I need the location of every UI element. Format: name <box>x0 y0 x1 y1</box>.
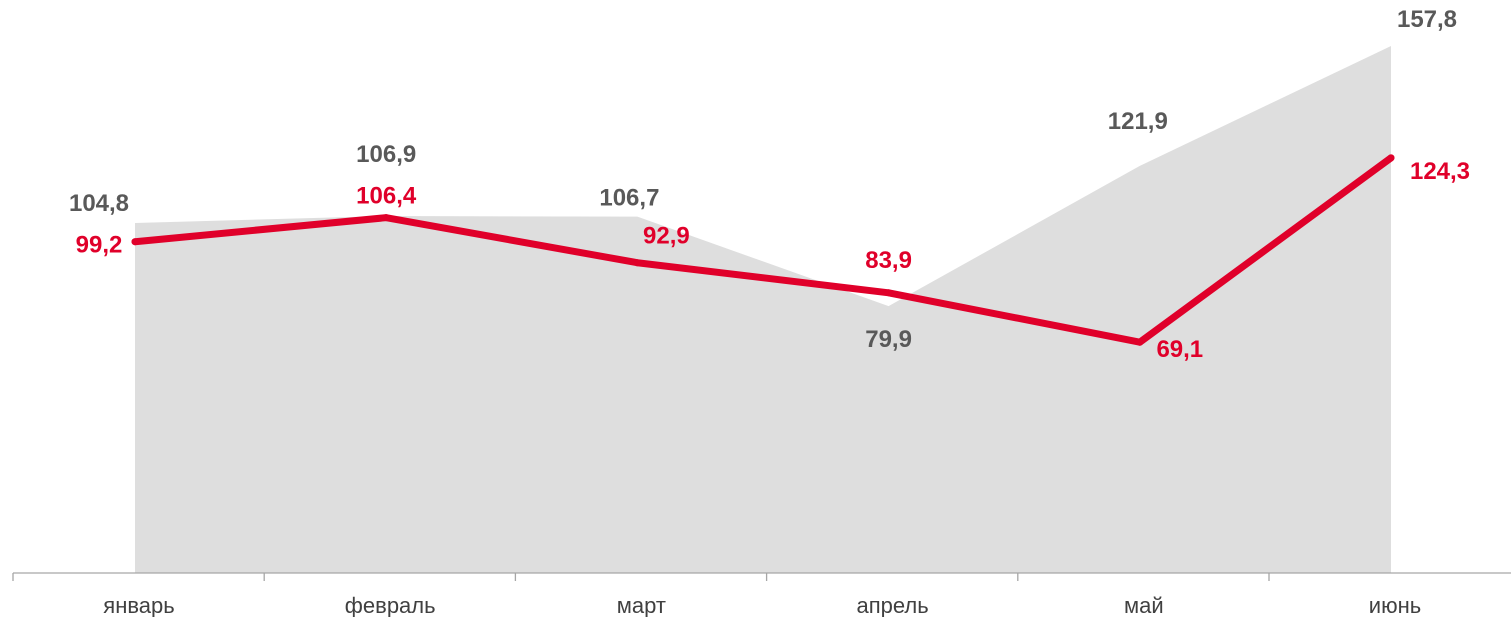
line-point <box>1136 338 1144 346</box>
line-point <box>633 259 641 267</box>
line-data-label: 99,2 <box>76 232 123 259</box>
x-tick-label: апрель <box>857 593 929 617</box>
area-fill <box>135 46 1391 573</box>
line-data-label: 124,3 <box>1410 158 1470 185</box>
line-data-label: 92,9 <box>643 223 690 250</box>
line-path <box>131 154 1395 346</box>
x-tick-label: январь <box>103 593 174 617</box>
x-tick-label: февраль <box>345 593 436 617</box>
area-data-label: 106,9 <box>356 141 416 168</box>
area-data-label: 157,8 <box>1397 6 1457 33</box>
data-labels: 104,8 106,9 106,7 79,9 121,9 157,8 99,2 106,4 92… <box>69 6 1470 363</box>
area-data-label: 79,9 <box>865 326 912 353</box>
line-point <box>885 289 893 297</box>
x-axis: январь февраль март апрель май июнь <box>12 572 1511 617</box>
line-point <box>131 238 139 246</box>
line-point <box>1387 154 1395 162</box>
area-data-label: 104,8 <box>69 190 129 217</box>
area-data-label: 121,9 <box>1108 108 1168 135</box>
line-point <box>382 214 390 222</box>
line-data-label: 69,1 <box>1156 336 1203 363</box>
line-data-label: 83,9 <box>865 247 912 274</box>
area-series <box>135 46 1391 573</box>
x-tick-label: май <box>1124 593 1164 617</box>
area-data-label: 106,7 <box>599 185 659 212</box>
x-tick-label: июнь <box>1369 593 1421 617</box>
x-tick-label: март <box>617 593 666 617</box>
line-series <box>131 154 1395 346</box>
line-data-label: 106,4 <box>356 183 417 210</box>
